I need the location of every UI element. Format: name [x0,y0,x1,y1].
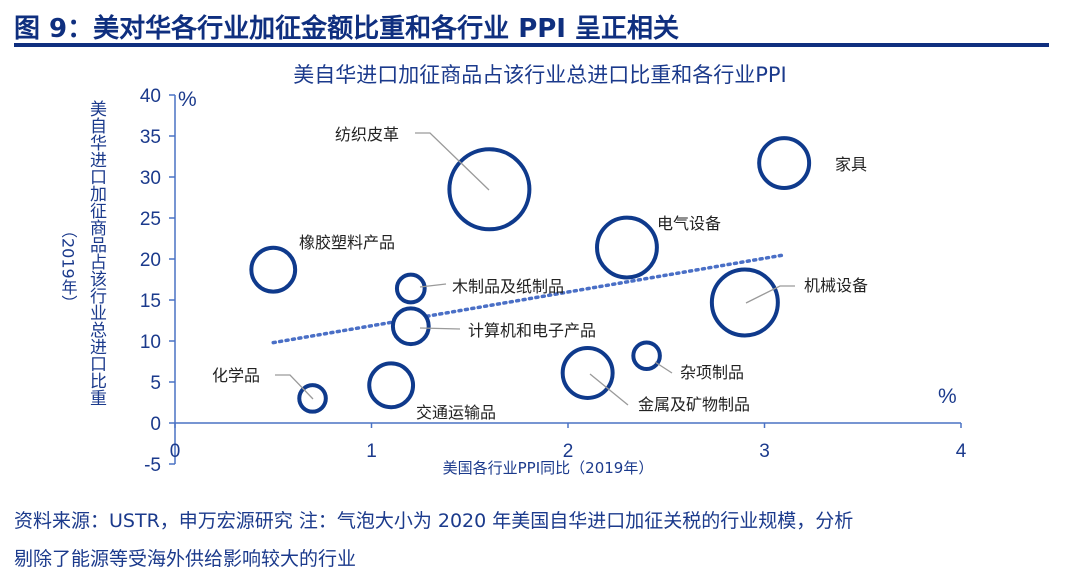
y-tick-label: 40 [140,86,161,107]
source-note-line1: 资料来源：USTR，申万宏源研究 注：气泡大小为 2020 年美国自华进口加征关… [14,510,854,532]
bubble [394,272,427,305]
y-tick-label: 15 [140,291,161,312]
trendline [271,253,786,345]
bubble-label: 交通运输品 [416,403,496,422]
leader-line [654,361,673,374]
y-axis-label-year: （2019年） [59,222,78,311]
bubble-label: 木制品及纸制品 [452,277,564,296]
y-tick-label: -5 [144,455,161,476]
bubble [249,245,298,294]
figure-title: 图 9：美对华各行业加征金额比重和各行业 PPI 呈正相关 [14,14,680,44]
leader-line [745,285,795,304]
bubble-chart: 美自华进口加征商品占该行业总进口比重和各行业PPI-50510152025303… [59,63,967,477]
bubble [709,267,780,338]
x-tick-label: 4 [956,441,967,462]
leader-line [415,132,490,191]
x-unit-label: % [938,385,957,408]
y-tick-label: 30 [140,168,161,189]
title-rule [14,43,1049,47]
bubble [595,215,659,280]
y-tick-label: 35 [140,127,161,148]
bubble [631,340,662,372]
leader-line [419,283,447,288]
bubble-label: 计算机和电子产品 [468,321,596,340]
bubble-label: 电气设备 [657,214,721,233]
leader-line [275,374,314,400]
x-axis-label: 美国各行业PPI同比（2019年） [443,459,654,477]
source-note-line2: 剔除了能源等受海外供给影响较大的行业 [14,548,357,570]
x-tick-label: 2 [563,441,574,462]
y-tick-label: 25 [140,209,161,230]
y-tick-label: 10 [140,332,161,353]
leader-line [589,373,629,406]
x-tick-label: 3 [759,441,770,462]
bubble-label: 金属及矿物制品 [638,395,750,414]
bubble-label: 杂项制品 [680,363,744,382]
bubble [757,136,812,191]
bubble-label: 纺织皮革 [335,125,399,144]
bubble [560,346,615,400]
bubble-label: 机械设备 [804,276,868,295]
x-tick-label: 1 [366,441,377,462]
y-axis-label: 美自华进口加征商品占该行业总进口比重 [86,100,107,406]
y-tick-label: 5 [150,373,161,394]
bubble [447,147,532,232]
chart-title: 美自华进口加征商品占该行业总进口比重和各行业PPI [293,63,787,87]
bubble-label: 化学品 [212,366,260,385]
bubble-label: 家具 [835,155,867,174]
y-tick-label: 0 [150,414,161,435]
bubble-label: 橡胶塑料产品 [299,233,395,252]
y-unit-label: % [178,88,197,111]
x-tick-label: 0 [170,441,181,462]
bubble [390,306,431,347]
leader-line [419,327,461,330]
bubble [367,361,416,410]
y-tick-label: 20 [140,250,161,271]
